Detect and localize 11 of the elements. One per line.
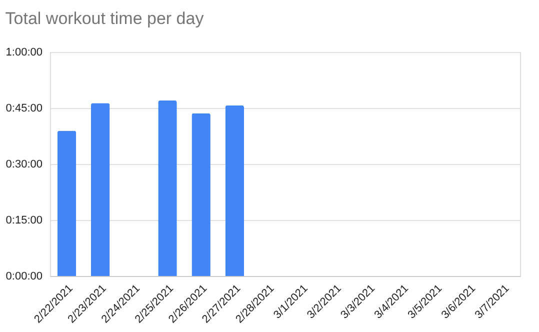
bar [90, 103, 110, 276]
y-tick-label: 0:30:00 [6, 158, 42, 170]
y-tick-label: 0:00:00 [6, 270, 42, 282]
bar [225, 105, 244, 276]
y-tick-label: 0:45:00 [6, 102, 42, 114]
chart-title: Total workout time per day [5, 9, 204, 28]
bar [57, 130, 76, 276]
bar [158, 100, 177, 276]
y-tick-label: 0:15:00 [6, 214, 42, 226]
bar [192, 113, 210, 276]
y-tick-label: 1:00:00 [6, 46, 42, 58]
